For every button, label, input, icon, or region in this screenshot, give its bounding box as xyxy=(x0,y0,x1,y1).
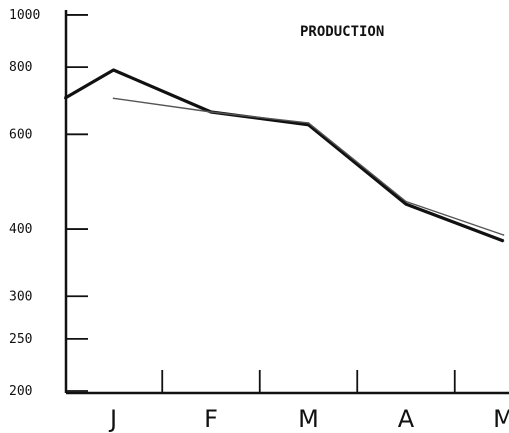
y-tick-label-1000: 1000 xyxy=(9,8,40,23)
x-tick-label-1: J xyxy=(108,405,117,433)
series-1-point-5 xyxy=(405,203,407,205)
y-tick-label-200: 200 xyxy=(9,384,32,399)
y-tick-label-600: 600 xyxy=(9,127,32,142)
series-2-point-2 xyxy=(210,111,212,113)
series-line-2 xyxy=(113,97,504,236)
series-2-point-1 xyxy=(112,97,115,100)
series-2-point-4 xyxy=(405,200,407,203)
series-1-point-4 xyxy=(307,123,310,126)
x-tick-label-3: M xyxy=(298,405,319,433)
series-line-1 xyxy=(63,68,505,243)
y-tick-label-400: 400 xyxy=(9,222,32,237)
x-tick-label-4: A xyxy=(398,405,415,433)
x-tick-label-2: F xyxy=(204,405,218,433)
series-2-point-5 xyxy=(502,234,505,236)
x-tick-label-5: M xyxy=(493,405,509,433)
series-layer xyxy=(63,68,505,243)
series-1-point-6 xyxy=(502,240,505,242)
series-2-point-3 xyxy=(307,122,310,124)
series-1-point-1 xyxy=(63,97,66,100)
y-tick-label-250: 250 xyxy=(9,332,32,347)
chart-title: PRODUCTION xyxy=(300,24,384,40)
series-1-point-2 xyxy=(112,69,115,71)
y-ticks: 20025030040060080010001200 xyxy=(9,8,88,399)
y-tick-label-300: 300 xyxy=(9,289,32,304)
y-tick-label-800: 800 xyxy=(9,60,32,75)
